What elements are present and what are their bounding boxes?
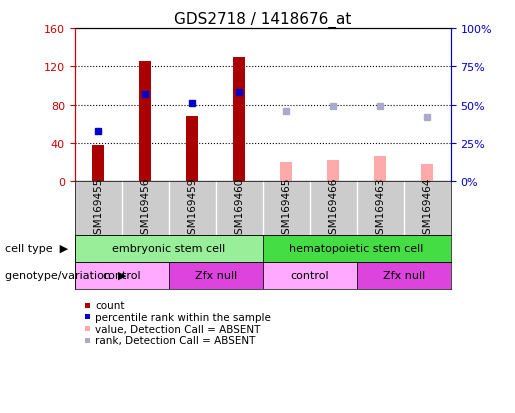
Text: value, Detection Call = ABSENT: value, Detection Call = ABSENT <box>95 324 261 334</box>
Text: GSM169460: GSM169460 <box>234 177 244 240</box>
Text: genotype/variation  ▶: genotype/variation ▶ <box>5 271 127 281</box>
Bar <box>92 145 104 182</box>
Bar <box>263 235 451 262</box>
Text: GSM169455: GSM169455 <box>93 177 103 240</box>
Bar <box>233 57 245 182</box>
Bar <box>168 262 263 289</box>
Bar <box>75 235 263 262</box>
Text: rank, Detection Call = ABSENT: rank, Detection Call = ABSENT <box>95 335 255 345</box>
Bar <box>75 262 168 289</box>
Text: GSM169463: GSM169463 <box>375 177 385 240</box>
Text: embryonic stem cell: embryonic stem cell <box>112 244 225 254</box>
Bar <box>356 262 451 289</box>
Bar <box>263 262 356 289</box>
Bar <box>327 161 339 182</box>
Bar <box>139 62 151 182</box>
Text: GSM169466: GSM169466 <box>328 177 338 240</box>
Bar <box>374 157 386 182</box>
Title: GDS2718 / 1418676_at: GDS2718 / 1418676_at <box>174 12 351 28</box>
Bar <box>186 117 198 182</box>
Text: count: count <box>95 301 125 311</box>
Text: GSM169456: GSM169456 <box>140 177 150 240</box>
Bar <box>421 164 433 182</box>
Text: GSM169464: GSM169464 <box>422 177 432 240</box>
Text: GSM169465: GSM169465 <box>281 177 291 240</box>
Text: control: control <box>290 271 329 281</box>
Text: control: control <box>102 271 141 281</box>
Text: hematopoietic stem cell: hematopoietic stem cell <box>289 244 424 254</box>
Bar <box>280 163 292 182</box>
Text: percentile rank within the sample: percentile rank within the sample <box>95 312 271 322</box>
Text: Zfx null: Zfx null <box>383 271 425 281</box>
Text: Zfx null: Zfx null <box>195 271 237 281</box>
Text: GSM169459: GSM169459 <box>187 177 197 240</box>
Text: cell type  ▶: cell type ▶ <box>5 244 68 254</box>
